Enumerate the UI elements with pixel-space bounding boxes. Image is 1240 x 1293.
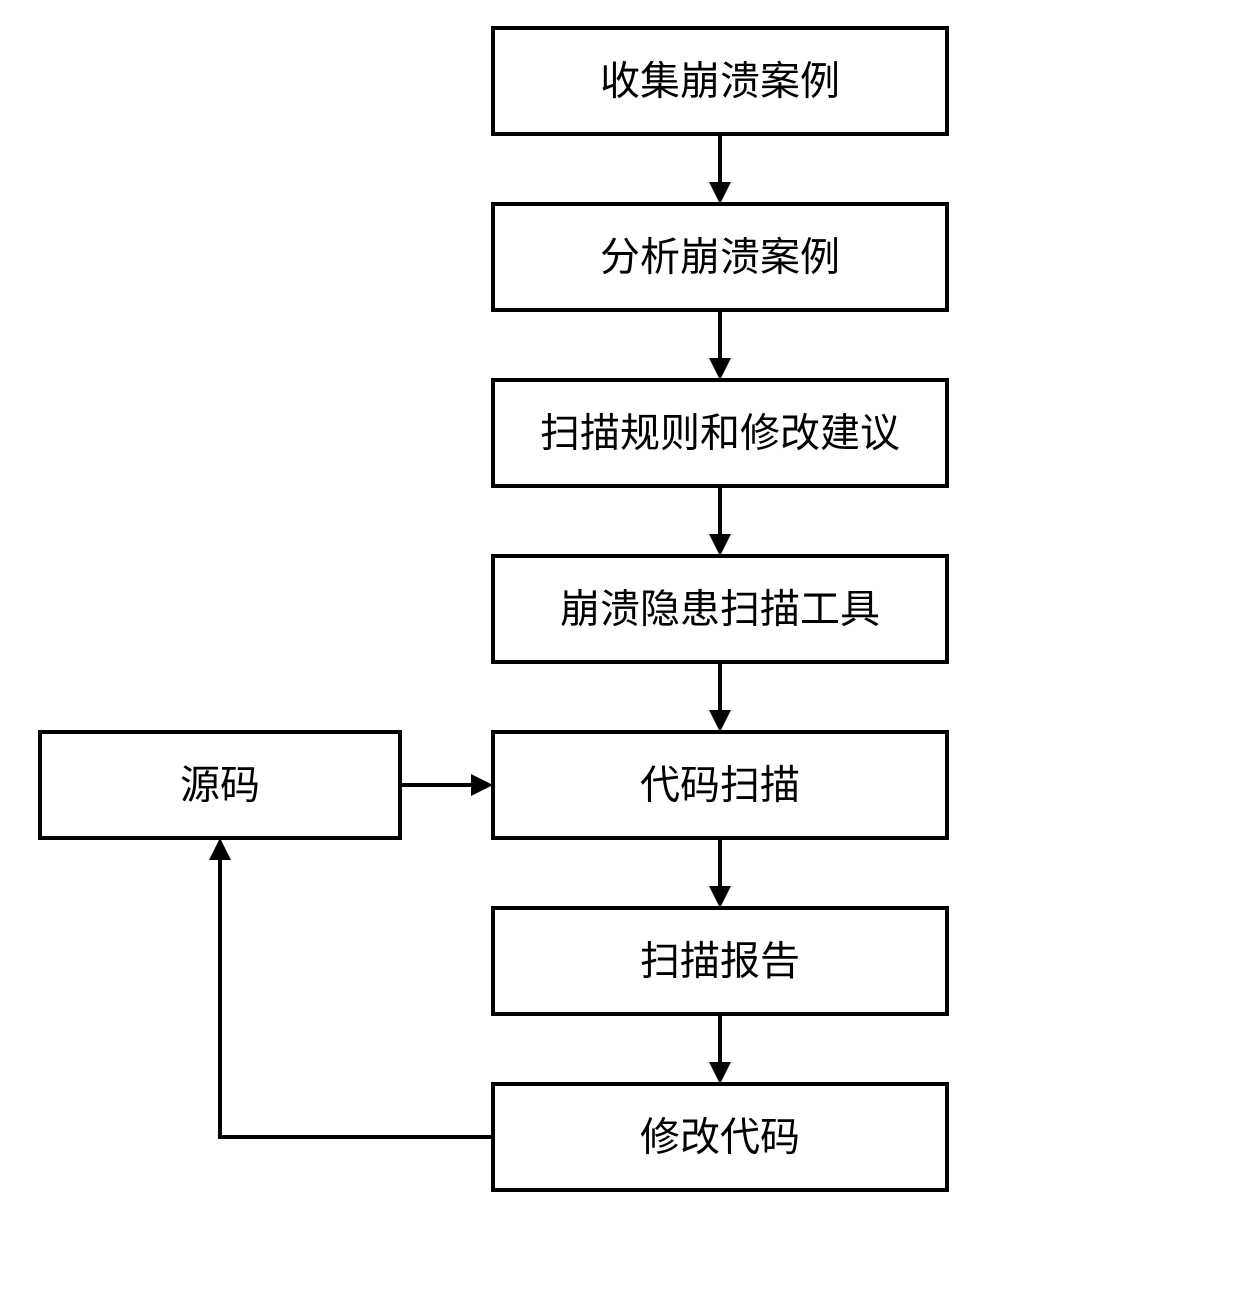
flow-node-n7: 修改代码 [493,1084,947,1190]
node-label: 源码 [180,763,260,808]
flow-node-n6: 扫描报告 [493,908,947,1014]
arrow-head [709,1062,731,1084]
node-label: 崩溃隐患扫描工具 [560,587,880,632]
arrow-head [709,182,731,204]
flow-node-s1: 源码 [40,732,400,838]
arrow-head [709,886,731,908]
node-label: 代码扫描 [640,763,800,808]
arrow-head [709,534,731,556]
arrow-head [709,358,731,380]
node-label: 分析崩溃案例 [600,235,840,280]
node-label: 修改代码 [640,1115,800,1160]
flow-node-n5: 代码扫描 [493,732,947,838]
flow-node-n1: 收集崩溃案例 [493,28,947,134]
node-label: 扫描报告 [640,939,800,984]
flow-node-n2: 分析崩溃案例 [493,204,947,310]
arrow-head [471,774,493,796]
flow-node-n3: 扫描规则和修改建议 [493,380,947,486]
edge [220,858,493,1137]
node-label: 收集崩溃案例 [600,59,840,104]
arrow-head [209,838,231,860]
flow-node-n4: 崩溃隐患扫描工具 [493,556,947,662]
node-label: 扫描规则和修改建议 [540,411,900,456]
flowchart: 收集崩溃案例分析崩溃案例扫描规则和修改建议崩溃隐患扫描工具代码扫描扫描报告修改代… [0,0,1240,1293]
arrow-head [709,710,731,732]
